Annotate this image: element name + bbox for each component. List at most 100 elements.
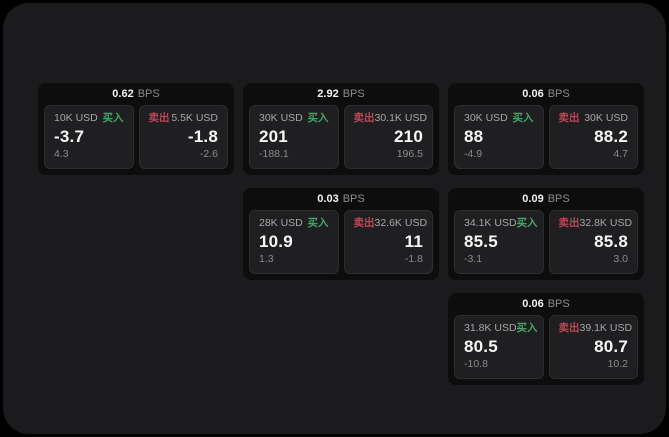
- buy-amount: 31.8K USD: [464, 322, 517, 334]
- sell-amount: 30.1K USD: [374, 112, 428, 124]
- buy-price: -3.7: [54, 127, 85, 146]
- spread-card[interactable]: 0.06 BPS 30K USD 买入 88 -4.9 卖出 30K USD 8…: [448, 83, 644, 175]
- buy-secondary-value: -188.1: [259, 148, 289, 160]
- buy-price: 85.5: [464, 232, 498, 251]
- buy-secondary-value: -10.8: [464, 358, 488, 370]
- sell-secondary-value: 4.7: [613, 148, 628, 160]
- buy-price: 201: [259, 127, 288, 146]
- sell-tag: 卖出: [353, 112, 375, 124]
- buy-price: 80.5: [464, 337, 498, 356]
- bps-value: 2.92: [317, 88, 339, 100]
- sell-secondary-value: -1.8: [404, 253, 423, 265]
- spread-card[interactable]: 0.03 BPS 28K USD 买入 10.9 1.3 卖出 32.6K US…: [243, 188, 439, 280]
- card-header: 2.92 BPS: [249, 83, 433, 105]
- sell-panel-header: 卖出 39.1K USD: [558, 322, 633, 335]
- sell-amount: 5.5K USD: [171, 112, 218, 124]
- bps-unit-label: BPS: [547, 298, 570, 310]
- bps-unit-label: BPS: [342, 88, 365, 100]
- sell-amount: 32.6K USD: [374, 217, 428, 229]
- sell-price: -1.8: [187, 127, 218, 146]
- spread-card-grid: 0.62 BPS 10K USD 买入 -3.7 4.3 卖出 5.5K USD…: [38, 83, 644, 385]
- buy-amount: 10K USD: [54, 112, 98, 124]
- sell-price: 80.7: [594, 337, 628, 356]
- bps-unit-label: BPS: [342, 193, 365, 205]
- sell-panel-header: 卖出 32.8K USD: [558, 217, 633, 230]
- buy-panel-header: 10K USD 买入: [54, 112, 124, 125]
- sell-panel-header: 卖出 30.1K USD: [353, 112, 428, 125]
- buy-panel-header: 30K USD 买入: [464, 112, 534, 125]
- card-header: 0.03 BPS: [249, 188, 433, 210]
- sell-amount: 32.8K USD: [579, 217, 633, 229]
- bps-value: 0.06: [522, 298, 544, 310]
- sell-tag: 卖出: [558, 217, 580, 229]
- buy-tag: 买入: [307, 112, 329, 124]
- sell-tag: 卖出: [148, 112, 170, 124]
- card-header: 0.06 BPS: [454, 83, 638, 105]
- sell-panel[interactable]: 卖出 39.1K USD 80.7 10.2: [548, 315, 638, 379]
- card-body: 30K USD 买入 88 -4.9 卖出 30K USD 88.2 4.7: [454, 105, 638, 169]
- card-header: 0.62 BPS: [44, 83, 228, 105]
- sell-panel-header: 卖出 5.5K USD: [149, 112, 219, 125]
- buy-price: 10.9: [259, 232, 293, 251]
- sell-panel[interactable]: 卖出 32.8K USD 85.8 3.0: [548, 210, 638, 274]
- buy-panel-header: 28K USD 买入: [259, 217, 329, 230]
- buy-tag: 买入: [512, 112, 534, 124]
- card-body: 10K USD 买入 -3.7 4.3 卖出 5.5K USD -1.8 -2.…: [44, 105, 228, 169]
- buy-panel[interactable]: 31.8K USD 买入 80.5 -10.8: [454, 315, 544, 379]
- buy-panel[interactable]: 30K USD 买入 201 -188.1: [249, 105, 339, 169]
- sell-price: 210: [394, 127, 423, 146]
- spread-card[interactable]: 0.09 BPS 34.1K USD 买入 85.5 -3.1 卖出 32.8K…: [448, 188, 644, 280]
- buy-tag: 买入: [516, 322, 538, 334]
- buy-tag: 买入: [516, 217, 538, 229]
- sell-panel-header: 卖出 30K USD: [559, 112, 629, 125]
- buy-panel-header: 34.1K USD 买入: [464, 217, 538, 230]
- bps-unit-label: BPS: [137, 88, 160, 100]
- card-header: 0.06 BPS: [454, 293, 638, 315]
- sell-amount: 30K USD: [584, 112, 628, 124]
- bps-value: 0.06: [522, 88, 544, 100]
- spread-card[interactable]: 0.62 BPS 10K USD 买入 -3.7 4.3 卖出 5.5K USD…: [38, 83, 234, 175]
- sell-amount: 39.1K USD: [579, 322, 633, 334]
- spread-card[interactable]: 0.06 BPS 31.8K USD 买入 80.5 -10.8 卖出 39.1…: [448, 293, 644, 385]
- buy-price: 88: [464, 127, 484, 146]
- buy-panel[interactable]: 28K USD 买入 10.9 1.3: [249, 210, 339, 274]
- sell-panel[interactable]: 卖出 30K USD 88.2 4.7: [548, 105, 638, 169]
- buy-amount: 30K USD: [464, 112, 508, 124]
- card-body: 31.8K USD 买入 80.5 -10.8 卖出 39.1K USD 80.…: [454, 315, 638, 379]
- buy-amount: 30K USD: [259, 112, 303, 124]
- sell-price: 11: [404, 232, 423, 251]
- buy-secondary-value: -4.9: [464, 148, 483, 160]
- sell-price: 88.2: [594, 127, 628, 146]
- buy-amount: 34.1K USD: [464, 217, 517, 229]
- buy-tag: 买入: [307, 217, 329, 229]
- buy-amount: 28K USD: [259, 217, 303, 229]
- bps-value: 0.09: [522, 193, 544, 205]
- spread-card[interactable]: 2.92 BPS 30K USD 买入 201 -188.1 卖出 30.1K …: [243, 83, 439, 175]
- sell-tag: 卖出: [353, 217, 375, 229]
- bps-unit-label: BPS: [547, 193, 570, 205]
- sell-panel[interactable]: 卖出 5.5K USD -1.8 -2.6: [138, 105, 228, 169]
- buy-panel-header: 30K USD 买入: [259, 112, 329, 125]
- sell-panel[interactable]: 卖出 32.6K USD 11 -1.8: [343, 210, 433, 274]
- sell-panel[interactable]: 卖出 30.1K USD 210 196.5: [343, 105, 433, 169]
- main-panel: 0.62 BPS 10K USD 买入 -3.7 4.3 卖出 5.5K USD…: [3, 3, 666, 434]
- buy-panel[interactable]: 34.1K USD 买入 85.5 -3.1: [454, 210, 544, 274]
- sell-tag: 卖出: [558, 322, 580, 334]
- card-body: 34.1K USD 买入 85.5 -3.1 卖出 32.8K USD 85.8…: [454, 210, 638, 274]
- sell-secondary-value: 10.2: [607, 358, 628, 370]
- card-header: 0.09 BPS: [454, 188, 638, 210]
- card-body: 28K USD 买入 10.9 1.3 卖出 32.6K USD 11 -1.8: [249, 210, 433, 274]
- sell-price: 85.8: [594, 232, 628, 251]
- buy-tag: 买入: [102, 112, 124, 124]
- buy-secondary-value: -3.1: [464, 253, 483, 265]
- buy-secondary-value: 4.3: [54, 148, 69, 160]
- sell-tag: 卖出: [558, 112, 580, 124]
- bps-value: 0.62: [112, 88, 134, 100]
- buy-panel[interactable]: 10K USD 买入 -3.7 4.3: [44, 105, 134, 169]
- sell-secondary-value: -2.6: [199, 148, 218, 160]
- sell-secondary-value: 3.0: [613, 253, 628, 265]
- buy-secondary-value: 1.3: [259, 253, 274, 265]
- buy-panel[interactable]: 30K USD 买入 88 -4.9: [454, 105, 544, 169]
- buy-panel-header: 31.8K USD 买入: [464, 322, 538, 335]
